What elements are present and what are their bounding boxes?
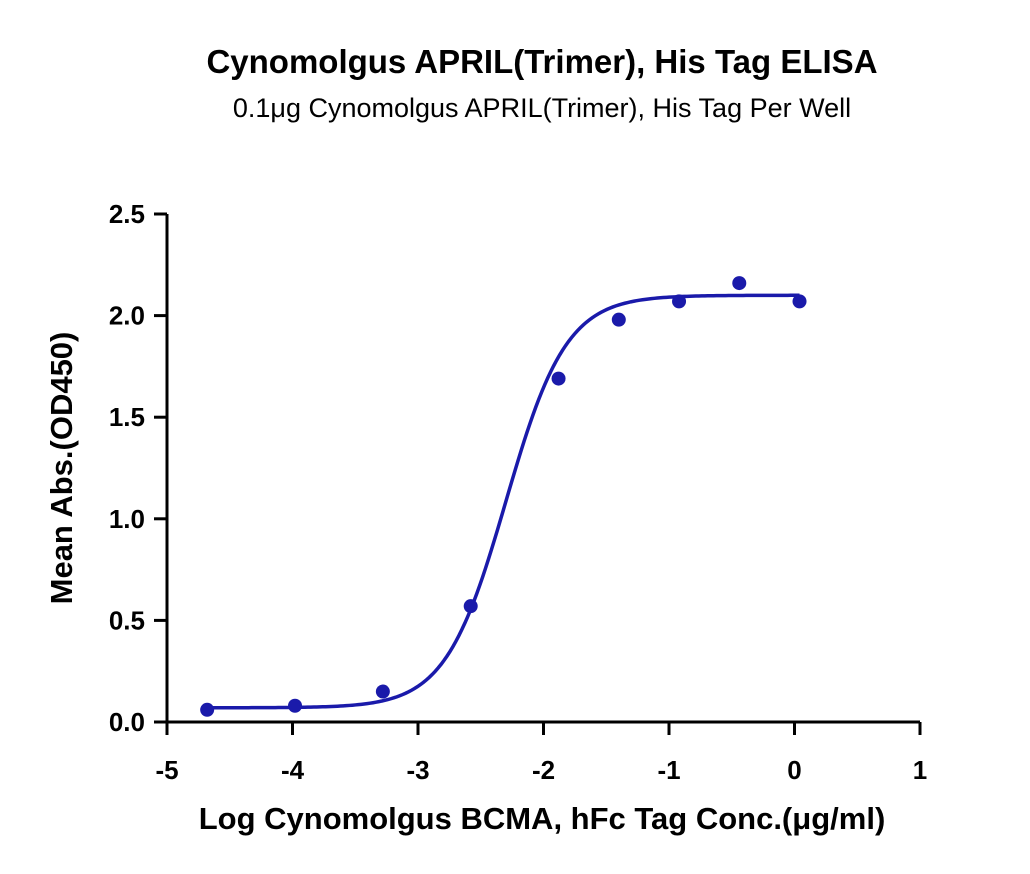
axes bbox=[165, 214, 920, 724]
data-point bbox=[375, 684, 390, 699]
data-point bbox=[732, 276, 747, 291]
x-tick-label: -3 bbox=[406, 755, 429, 785]
fit-curve bbox=[207, 293, 800, 710]
fit-curve-layer bbox=[207, 293, 800, 710]
y-tick-label: 1.0 bbox=[109, 504, 145, 534]
x-axis-ticks: -5 -4 -3 -2 -1 0 1 bbox=[155, 722, 927, 785]
x-tick-label: -2 bbox=[532, 755, 555, 785]
x-tick-label: -5 bbox=[155, 755, 178, 785]
x-tick-label: 0 bbox=[787, 755, 801, 785]
data-point bbox=[672, 294, 687, 309]
data-point bbox=[551, 371, 566, 386]
x-tick-label: -4 bbox=[281, 755, 305, 785]
y-axis-ticks: 0.0 0.5 1.0 1.5 2.0 2.5 bbox=[109, 199, 167, 737]
data-point bbox=[611, 312, 626, 327]
data-point bbox=[792, 294, 807, 309]
data-point bbox=[200, 702, 215, 717]
y-tick-label: 0.5 bbox=[109, 605, 145, 635]
chart-title: Cynomolgus APRIL(Trimer), His Tag ELISA bbox=[206, 43, 877, 80]
x-axis-label: Log Cynomolgus BCMA, hFc Tag Conc.(μg/ml… bbox=[199, 801, 886, 836]
y-tick-label: 1.5 bbox=[109, 402, 145, 432]
x-tick-label: -1 bbox=[657, 755, 680, 785]
y-tick-label: 0.0 bbox=[109, 707, 145, 737]
y-axis-label: Mean Abs.(OD450) bbox=[44, 332, 79, 605]
y-tick-label: 2.0 bbox=[109, 301, 145, 331]
chart-subtitle: 0.1μg Cynomolgus APRIL(Trimer), His Tag … bbox=[233, 93, 851, 123]
data-point bbox=[463, 599, 478, 614]
data-points-layer bbox=[200, 276, 807, 717]
data-point bbox=[288, 698, 303, 713]
x-tick-label: 1 bbox=[913, 755, 927, 785]
y-tick-label: 2.5 bbox=[109, 199, 145, 229]
